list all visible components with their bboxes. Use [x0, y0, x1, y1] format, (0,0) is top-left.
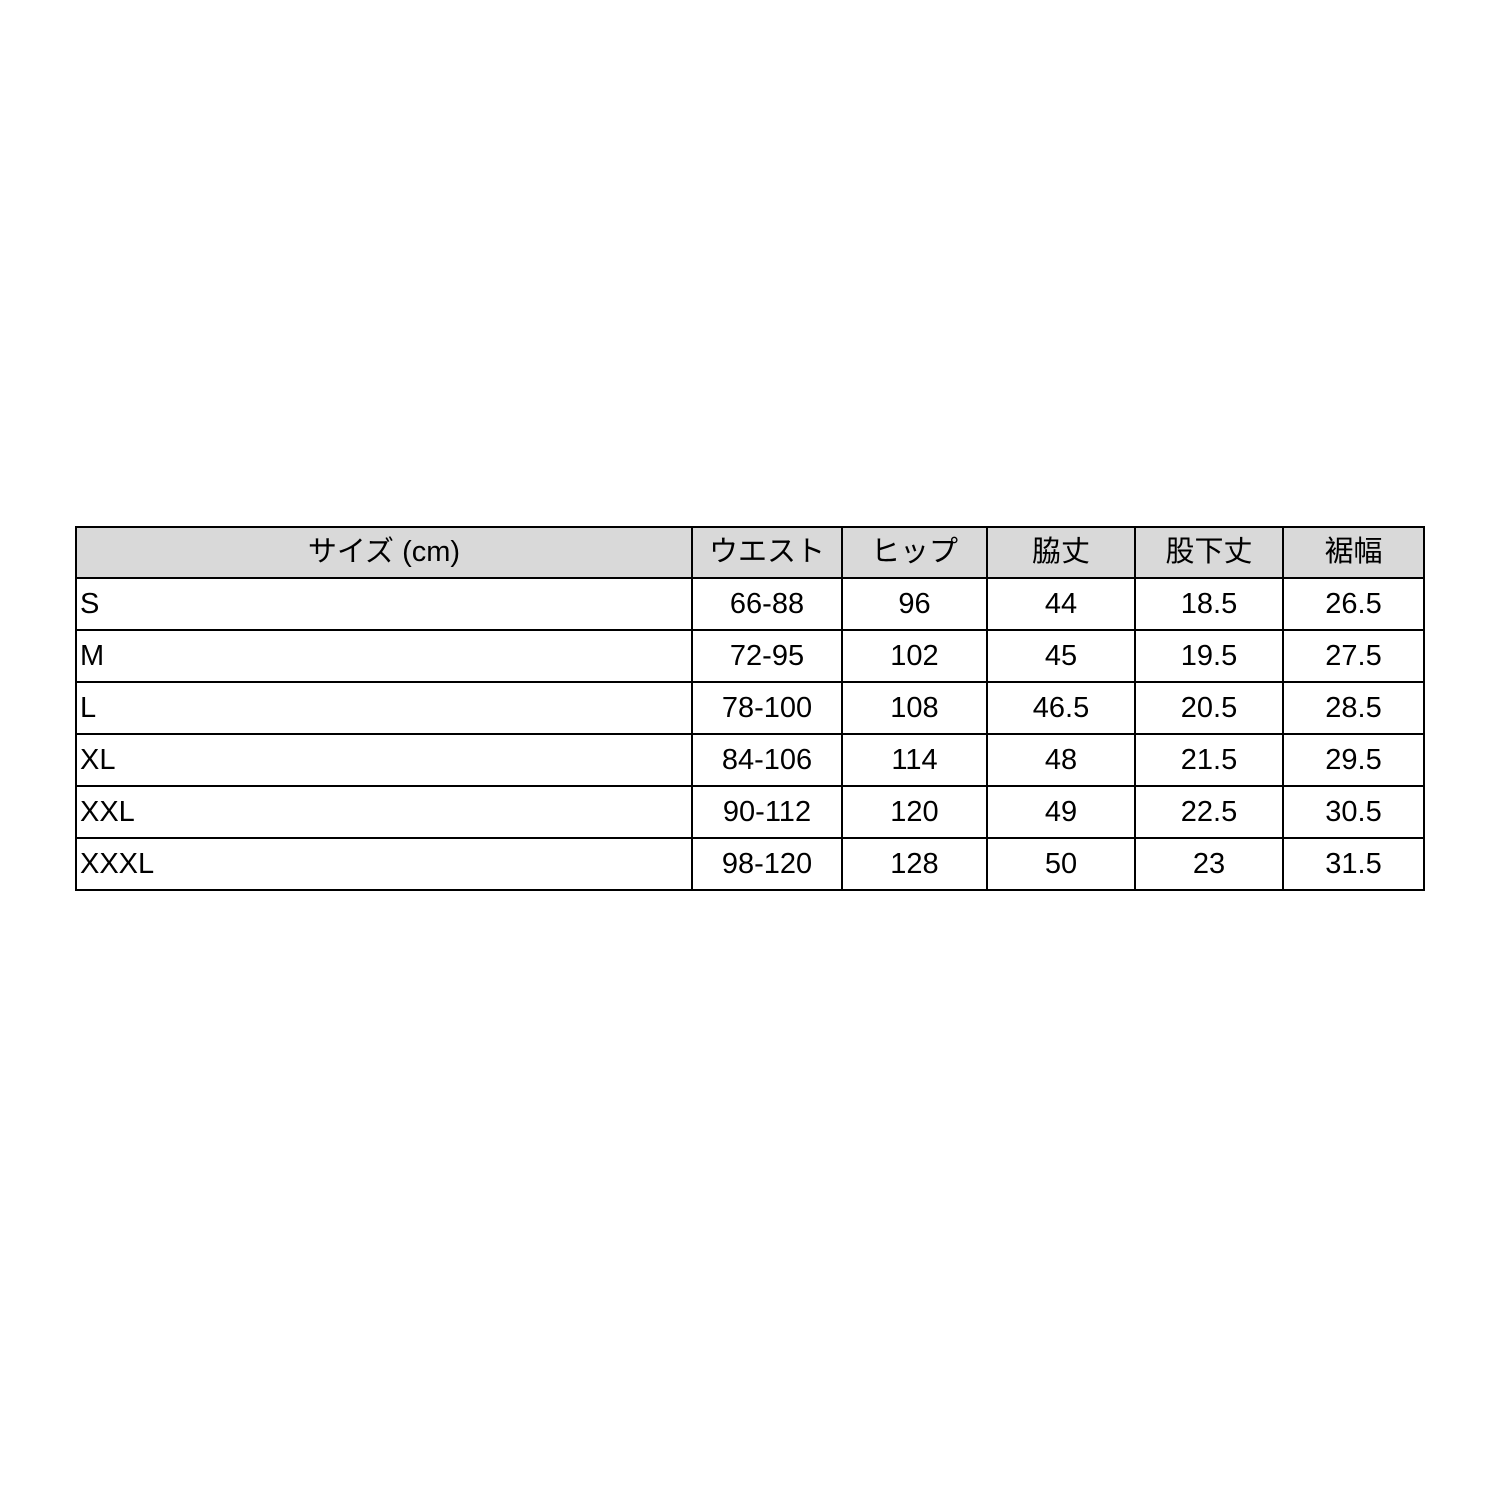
waist-value-cell: 84-106	[691, 733, 843, 787]
side-length-value-cell: 44	[986, 577, 1136, 631]
hem-width-value-cell: 30.5	[1282, 785, 1425, 839]
side-length-value-cell: 50	[986, 837, 1136, 891]
inseam-value-cell: 19.5	[1134, 629, 1284, 683]
table-row-l: L 78-100 108 46.5 20.5 28.5	[75, 681, 1425, 735]
size-label-cell: XL	[75, 733, 693, 787]
size-label-cell: M	[75, 629, 693, 683]
waist-value-cell: 66-88	[691, 577, 843, 631]
side-length-value-cell: 45	[986, 629, 1136, 683]
column-header-inseam: 股下丈	[1134, 526, 1284, 579]
table-row-xxxl: XXXL 98-120 128 50 23 31.5	[75, 837, 1425, 891]
column-header-waist: ウエスト	[691, 526, 843, 579]
hem-width-value-cell: 29.5	[1282, 733, 1425, 787]
hip-value-cell: 114	[841, 733, 988, 787]
hem-width-value-cell: 31.5	[1282, 837, 1425, 891]
size-chart-table: サイズ (cm) ウエスト ヒップ 脇丈 股下丈 裾幅 S 66-88 96 4…	[75, 526, 1425, 891]
table-row-s: S 66-88 96 44 18.5 26.5	[75, 577, 1425, 631]
table-row-m: M 72-95 102 45 19.5 27.5	[75, 629, 1425, 683]
waist-value-cell: 72-95	[691, 629, 843, 683]
size-label-cell: S	[75, 577, 693, 631]
waist-value-cell: 78-100	[691, 681, 843, 735]
table-row-xl: XL 84-106 114 48 21.5 29.5	[75, 733, 1425, 787]
hem-width-value-cell: 27.5	[1282, 629, 1425, 683]
hip-value-cell: 102	[841, 629, 988, 683]
column-header-side-length: 脇丈	[986, 526, 1136, 579]
size-label-cell: XXXL	[75, 837, 693, 891]
side-length-value-cell: 48	[986, 733, 1136, 787]
inseam-value-cell: 23	[1134, 837, 1284, 891]
waist-value-cell: 90-112	[691, 785, 843, 839]
waist-value-cell: 98-120	[691, 837, 843, 891]
size-label-cell: XXL	[75, 785, 693, 839]
inseam-value-cell: 18.5	[1134, 577, 1284, 631]
inseam-value-cell: 20.5	[1134, 681, 1284, 735]
hip-value-cell: 128	[841, 837, 988, 891]
table-row-xxl: XXL 90-112 120 49 22.5 30.5	[75, 785, 1425, 839]
inseam-value-cell: 22.5	[1134, 785, 1284, 839]
column-header-hem-width: 裾幅	[1282, 526, 1425, 579]
column-header-size: サイズ (cm)	[75, 526, 693, 579]
side-length-value-cell: 46.5	[986, 681, 1136, 735]
hip-value-cell: 120	[841, 785, 988, 839]
header-row: サイズ (cm) ウエスト ヒップ 脇丈 股下丈 裾幅	[75, 526, 1425, 579]
hem-width-value-cell: 26.5	[1282, 577, 1425, 631]
hip-value-cell: 108	[841, 681, 988, 735]
hem-width-value-cell: 28.5	[1282, 681, 1425, 735]
column-header-hip: ヒップ	[841, 526, 988, 579]
inseam-value-cell: 21.5	[1134, 733, 1284, 787]
side-length-value-cell: 49	[986, 785, 1136, 839]
hip-value-cell: 96	[841, 577, 988, 631]
size-label-cell: L	[75, 681, 693, 735]
